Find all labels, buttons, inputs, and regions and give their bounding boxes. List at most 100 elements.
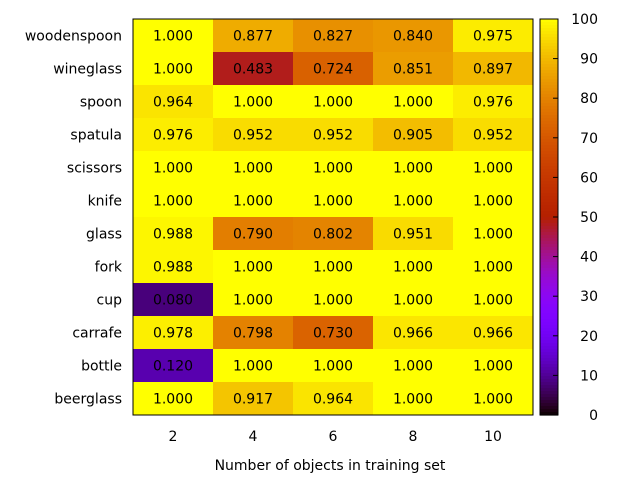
cell-value-label: 0.851 xyxy=(393,62,433,78)
heatmap-cell xyxy=(373,382,454,416)
colorbar-segment xyxy=(540,409,558,413)
colorbar-segment xyxy=(540,103,558,107)
colorbar-segment xyxy=(540,88,558,92)
colorbar-segment xyxy=(540,52,558,56)
colorbar-segment xyxy=(540,136,558,140)
cell-value-label: 1.000 xyxy=(473,194,513,210)
colorbar-tick-label: 50 xyxy=(580,210,598,226)
colorbar-segment xyxy=(540,397,558,401)
colorbar-segment xyxy=(540,79,558,83)
colorbar-segment xyxy=(540,28,558,32)
x-tick-label: 6 xyxy=(329,429,338,445)
colorbar-segment xyxy=(540,46,558,50)
colorbar-segment xyxy=(540,19,558,23)
colorbar-segment xyxy=(540,292,558,296)
colorbar-segment xyxy=(540,175,558,179)
cell-value-label: 1.000 xyxy=(473,161,513,177)
colorbar-segment xyxy=(540,199,558,203)
y-tick-label: woodenspoon xyxy=(25,29,122,45)
colorbar-segment xyxy=(540,364,558,368)
colorbar-tick-label: 30 xyxy=(580,289,598,305)
heatmap-cell xyxy=(213,85,294,119)
colorbar-segment xyxy=(540,166,558,170)
cell-value-label: 0.798 xyxy=(233,326,273,342)
colorbar-segment xyxy=(540,343,558,347)
cell-value-label: 1.000 xyxy=(153,29,193,45)
heatmap-cell xyxy=(373,118,454,152)
heatmap-cell xyxy=(133,19,214,53)
colorbar-segment xyxy=(540,307,558,311)
heatmap-cell xyxy=(133,85,214,119)
colorbar-segment xyxy=(540,295,558,299)
colorbar-segment xyxy=(540,400,558,404)
cell-value-label: 1.000 xyxy=(153,392,193,408)
colorbar-segment xyxy=(540,208,558,212)
colorbar-segment xyxy=(540,316,558,320)
colorbar-segment xyxy=(540,109,558,113)
colorbar-segment xyxy=(540,64,558,68)
heatmap-cell xyxy=(213,118,294,152)
heatmap-cell xyxy=(453,349,534,383)
heatmap-cell xyxy=(373,19,454,53)
colorbar xyxy=(540,19,558,416)
heatmap-cell xyxy=(293,382,374,416)
cell-value-label: 1.000 xyxy=(233,95,273,111)
colorbar-segment xyxy=(540,331,558,335)
colorbar-tick-label: 10 xyxy=(580,368,598,384)
colorbar-segment xyxy=(540,241,558,245)
colorbar-segment xyxy=(540,184,558,188)
cell-value-label: 1.000 xyxy=(153,194,193,210)
colorbar-segment xyxy=(540,274,558,278)
x-tick-label: 4 xyxy=(249,429,258,445)
colorbar-segment xyxy=(540,145,558,149)
cell-value-label: 1.000 xyxy=(313,161,353,177)
colorbar-segment xyxy=(540,394,558,398)
heatmap-cell xyxy=(293,217,374,251)
colorbar-segment xyxy=(540,313,558,317)
heatmap-cell xyxy=(213,52,294,86)
colorbar-segment xyxy=(540,370,558,374)
cell-value-label: 1.000 xyxy=(473,359,513,375)
colorbar-segment xyxy=(540,130,558,134)
colorbar-segment xyxy=(540,247,558,251)
heatmap-cell xyxy=(213,19,294,53)
cell-value-label: 1.000 xyxy=(153,62,193,78)
cell-value-label: 1.000 xyxy=(233,161,273,177)
colorbar-segment xyxy=(540,58,558,62)
heatmap-cell xyxy=(453,217,534,251)
cell-value-label: 1.000 xyxy=(393,161,433,177)
colorbar-segment xyxy=(540,262,558,266)
cell-value-label: 1.000 xyxy=(233,260,273,276)
colorbar-segment xyxy=(540,373,558,377)
colorbar-segment xyxy=(540,349,558,353)
heatmap-cell xyxy=(293,349,374,383)
cell-value-label: 1.000 xyxy=(473,227,513,243)
cell-value-label: 0.877 xyxy=(233,29,273,45)
heatmap-cell xyxy=(133,349,214,383)
cell-value-label: 0.952 xyxy=(473,128,513,144)
heatmap-cell xyxy=(373,184,454,218)
heatmap-cell xyxy=(293,283,374,317)
heatmap-cell xyxy=(133,151,214,185)
colorbar-segment xyxy=(540,76,558,80)
heatmap-cell xyxy=(213,283,294,317)
colorbar-segment xyxy=(540,229,558,233)
colorbar-segment xyxy=(540,100,558,104)
colorbar-segment xyxy=(540,226,558,230)
colorbar-segment xyxy=(540,169,558,173)
cell-value-label: 0.951 xyxy=(393,227,433,243)
cell-value-label: 0.905 xyxy=(393,128,433,144)
colorbar-segment xyxy=(540,139,558,143)
colorbar-segment xyxy=(540,181,558,185)
cell-value-label: 1.000 xyxy=(313,359,353,375)
cell-value-label: 0.790 xyxy=(233,227,273,243)
colorbar-segment xyxy=(540,283,558,287)
heatmap-cell xyxy=(453,52,534,86)
cell-value-label: 0.952 xyxy=(313,128,353,144)
cell-value-label: 1.000 xyxy=(393,293,433,309)
colorbar-segment xyxy=(540,265,558,269)
cell-value-label: 1.000 xyxy=(233,194,273,210)
heatmap-cell xyxy=(373,217,454,251)
heatmap-cell xyxy=(293,85,374,119)
heatmap-cell xyxy=(453,184,534,218)
